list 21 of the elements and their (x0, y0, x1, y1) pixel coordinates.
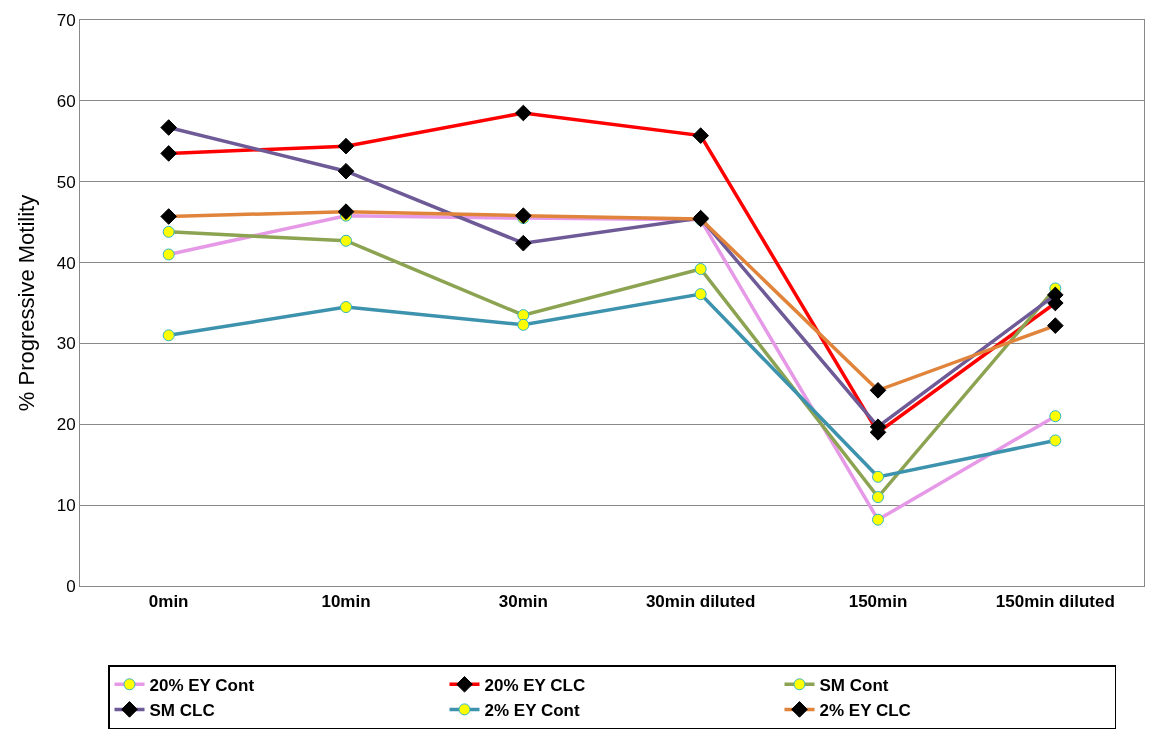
x-tick-label: 150min (848, 592, 908, 612)
x-tick-label: 0min (148, 592, 189, 612)
x-tick-label: 150min diluted (995, 592, 1115, 612)
x-tick-label: 10min (321, 592, 371, 612)
legend-label: 2% EY Cont (484, 701, 580, 721)
legend-label: 20% EY CLC (484, 675, 586, 695)
y-tick-label: 0 (66, 576, 76, 596)
x-tick-label: 30min (498, 592, 548, 612)
y-tick-label: 40 (56, 253, 76, 273)
x-tick-label: 30min diluted (645, 592, 756, 612)
y-tick-label: 10 (56, 496, 76, 516)
y-axis-title: % Progressive Motility (14, 194, 40, 412)
legend-label: 2% EY CLC (819, 701, 911, 721)
y-tick-label: 30 (56, 334, 76, 354)
y-tick-label: 70 (56, 10, 76, 30)
y-tick-label: 50 (56, 172, 76, 192)
legend-label: SM CLC (149, 701, 215, 721)
y-tick-label: 60 (56, 91, 76, 111)
legend-label: SM Cont (819, 675, 889, 695)
y-tick-label: 20 (56, 415, 76, 435)
legend-label: 20% EY Cont (149, 675, 255, 695)
